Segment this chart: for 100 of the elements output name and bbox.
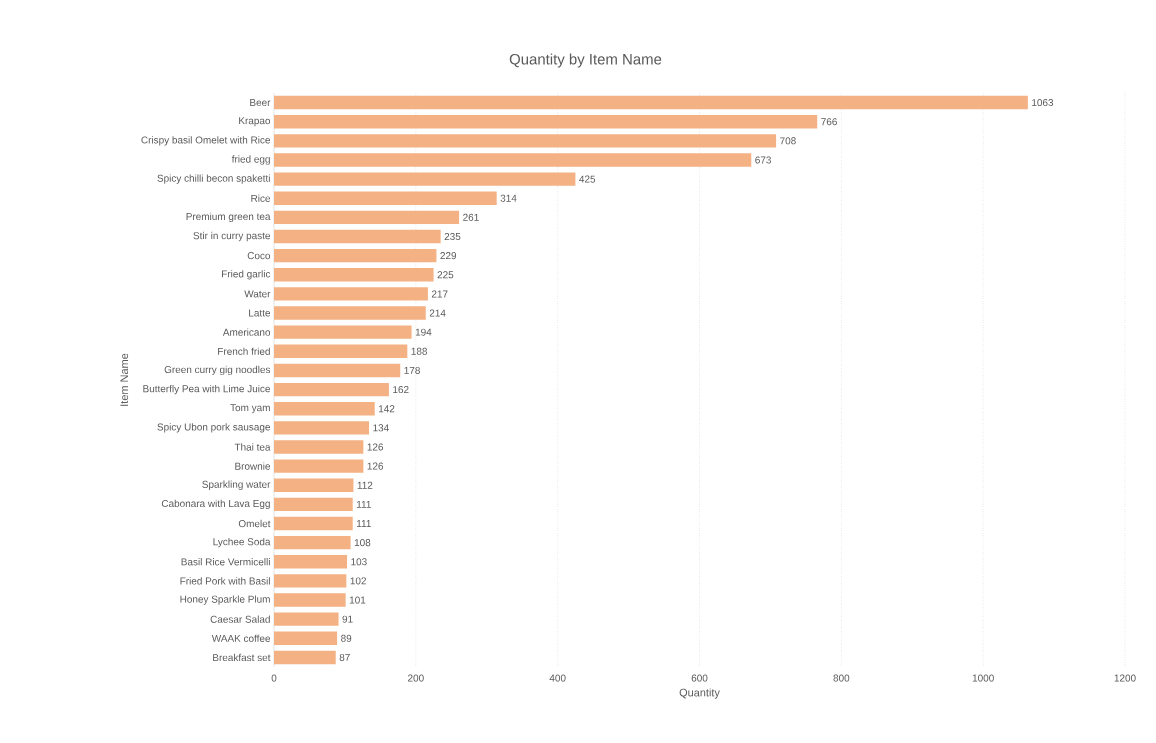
bar (274, 325, 412, 339)
x-tick-label: 1000 (972, 674, 994, 682)
data-label: 229 (440, 252, 457, 260)
bar (274, 115, 818, 129)
bar (274, 172, 576, 186)
x-tick-label: 200 (408, 674, 424, 682)
data-label: 673 (755, 156, 771, 164)
bar (274, 344, 408, 358)
bar (274, 421, 370, 435)
data-label: 142 (378, 405, 395, 413)
y-tick-label: Lychee Soda (213, 538, 271, 548)
data-label: 766 (821, 118, 837, 126)
y-tick-label: Green curry gig noodles (164, 365, 271, 376)
y-tick-label: Sparkling water (202, 480, 271, 490)
y-axis-title: Item Name (120, 353, 129, 406)
data-label: 261 (463, 213, 479, 221)
data-label: 178 (404, 366, 420, 374)
y-tick-label: Tom yam (230, 404, 270, 414)
y-tick-label: Honey Sparkle Plum (180, 595, 270, 605)
data-label: 108 (354, 539, 371, 547)
y-tick-label: Cabonara with Lava Egg (161, 499, 270, 510)
bar (274, 593, 346, 607)
y-tick-label: Omelet (238, 519, 271, 528)
data-label: 102 (350, 577, 366, 585)
x-tick-label: 800 (833, 674, 850, 682)
y-tick-label: WAAK coffee (211, 634, 271, 642)
y-tick-label: Americano (222, 328, 271, 336)
y-tick-label: Brownie (235, 462, 271, 470)
bar (274, 382, 389, 397)
data-label: 101 (349, 596, 366, 604)
data-label: 214 (429, 309, 446, 317)
bar (274, 153, 752, 167)
y-tick-label: Fried Pork with Basil (180, 577, 270, 585)
data-label: 188 (411, 347, 428, 355)
data-label: 217 (431, 290, 448, 298)
bar (274, 268, 434, 282)
y-tick-label: Thai tea (234, 443, 271, 451)
bar (274, 612, 339, 626)
bar (274, 478, 354, 492)
y-tick-label: Coco (247, 252, 271, 260)
y-tick-label: Spicy chilli becon spaketti (157, 174, 270, 184)
y-tick-label: Krapao (239, 117, 271, 127)
y-tick-label: Beer (250, 99, 271, 107)
y-tick-label: Fried garlic (222, 270, 271, 280)
bar (274, 95, 1028, 110)
bar (274, 574, 347, 588)
data-label: 225 (437, 271, 454, 279)
bar (274, 516, 353, 531)
y-tick-label: fried egg (231, 155, 270, 165)
bar (274, 191, 497, 205)
data-label: 112 (357, 481, 373, 489)
bar (274, 402, 375, 416)
bar (274, 497, 353, 512)
bar (274, 229, 441, 244)
data-label: 111 (357, 520, 371, 527)
y-tick-label: Rice (251, 194, 271, 202)
x-tick-label: 400 (549, 674, 566, 682)
y-tick-label: Premium green tea (186, 212, 271, 223)
y-tick-label: Water (244, 290, 271, 298)
y-tick-label: Stir in curry paste (193, 231, 271, 242)
bar (274, 210, 460, 225)
x-tick-label: 0 (271, 674, 277, 682)
bar (274, 440, 364, 454)
bar (274, 555, 348, 569)
data-label: 126 (367, 462, 384, 470)
x-axis-title: Quantity (679, 688, 720, 699)
data-label: 708 (780, 137, 796, 145)
bar (274, 248, 437, 263)
data-label: 314 (500, 194, 517, 202)
bar (274, 134, 777, 148)
y-tick-label: French fried (218, 347, 270, 355)
y-tick-label: Crispy basil Omelet with Rice (141, 136, 271, 146)
bar (274, 363, 401, 378)
data-label: 126 (367, 443, 384, 451)
data-label: 87 (339, 653, 350, 661)
data-label: 111 (357, 500, 371, 508)
data-label: 425 (579, 175, 596, 183)
data-label: 235 (444, 232, 461, 241)
y-tick-label: Breakfast set (213, 653, 271, 662)
bar (274, 650, 336, 665)
y-tick-label: Caesar Salad (210, 615, 270, 623)
data-label: 1063 (1032, 99, 1054, 107)
y-tick-label: Latte (249, 309, 271, 317)
bar (274, 459, 364, 473)
x-tick-label: 1200 (1114, 674, 1136, 682)
bar (274, 535, 351, 550)
bar (274, 287, 428, 301)
data-label: 162 (393, 386, 409, 394)
chart-title: Quantity by Item Name (509, 53, 662, 68)
data-label: 194 (415, 328, 432, 336)
x-tick-label: 600 (691, 674, 708, 682)
bar (274, 306, 426, 320)
y-tick-label: Basil Rice Vermicelli (181, 558, 270, 566)
y-tick-label: Spicy Ubon pork sausage (157, 423, 271, 433)
data-label: 103 (351, 558, 367, 566)
data-label: 89 (341, 634, 352, 642)
bar (274, 631, 338, 645)
data-label: 91 (342, 615, 353, 623)
y-tick-label: Butterfly Pea with Lime Juice (143, 384, 271, 395)
data-label: 134 (373, 424, 389, 432)
